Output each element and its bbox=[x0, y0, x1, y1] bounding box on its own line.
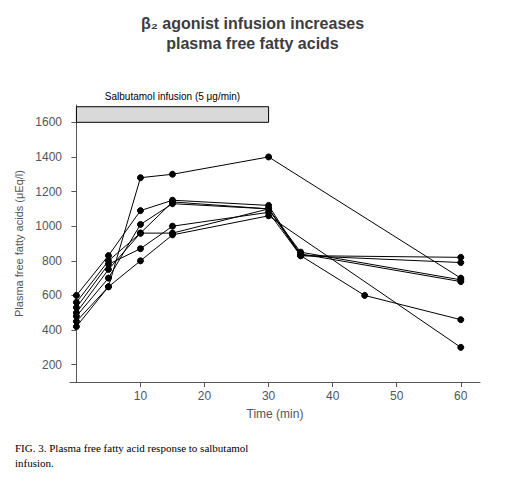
svg-text:1400: 1400 bbox=[35, 150, 62, 164]
svg-text:800: 800 bbox=[42, 254, 62, 268]
svg-text:β₂ agonist infusion increases: β₂ agonist infusion increases bbox=[141, 15, 364, 32]
svg-text:Salbutamol infusion (5 μg/min): Salbutamol infusion (5 μg/min) bbox=[105, 91, 240, 102]
svg-text:1200: 1200 bbox=[35, 185, 62, 199]
svg-text:40: 40 bbox=[326, 389, 340, 403]
svg-text:Time (min): Time (min) bbox=[247, 407, 304, 421]
svg-text:1600: 1600 bbox=[35, 115, 62, 129]
svg-text:600: 600 bbox=[42, 288, 62, 302]
svg-text:30: 30 bbox=[262, 389, 276, 403]
svg-text:Plasma free fatty acids (μEq/l: Plasma free fatty acids (μEq/l) bbox=[13, 170, 25, 317]
svg-text:10: 10 bbox=[134, 389, 148, 403]
svg-text:200: 200 bbox=[42, 358, 62, 372]
svg-text:infusion.: infusion. bbox=[15, 457, 54, 469]
svg-text:60: 60 bbox=[454, 389, 468, 403]
svg-text:20: 20 bbox=[198, 389, 212, 403]
svg-text:plasma free fatty acids: plasma free fatty acids bbox=[166, 35, 339, 52]
svg-text:1000: 1000 bbox=[35, 219, 62, 233]
svg-text:FIG. 3. Plasma free fatty acid: FIG. 3. Plasma free fatty acid response … bbox=[15, 442, 248, 454]
svg-text:400: 400 bbox=[42, 323, 62, 337]
svg-text:50: 50 bbox=[390, 389, 404, 403]
